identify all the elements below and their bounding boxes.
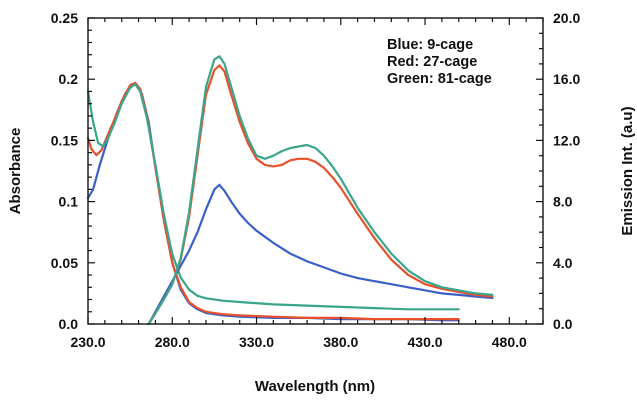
- blue-emission-line: [147, 183, 494, 326]
- green-absorbance-line: [86, 82, 460, 311]
- x-tick-label: 280.0: [155, 334, 190, 350]
- y-left-tick-label: 0.0: [59, 316, 79, 332]
- y-right-tick-label: 4.0: [553, 255, 573, 271]
- x-tick-label: 330.0: [239, 334, 274, 350]
- x-tick-label: 430.0: [408, 334, 443, 350]
- green-emission-line: [147, 55, 494, 326]
- y-right-axis-title: Emission Int. (a.u): [619, 106, 636, 235]
- y-left-axis-title: Absorbance: [7, 128, 24, 215]
- y-left-tick-label: 0.05: [51, 255, 78, 271]
- legend-item-green: Green: 81-cage: [387, 71, 492, 87]
- y-left-tick-label: 0.25: [51, 10, 78, 26]
- y-right-tick-label: 0.0: [553, 316, 573, 332]
- y-left-tick-label: 0.1: [59, 194, 79, 210]
- y-right-tick-label: 12.0: [553, 132, 580, 148]
- y-left-tick-label: 0.2: [59, 71, 79, 87]
- legend-item-blue: Blue: 9-cage: [387, 37, 473, 53]
- legend-item-red: Red: 27-cage: [387, 54, 477, 70]
- y-right-tick-label: 20.0: [553, 10, 580, 26]
- legend: Blue: 9-cage Red: 27-cage Green: 81-cage: [387, 37, 492, 87]
- y-right-tick-label: 8.0: [553, 194, 573, 210]
- x-tick-label: 230.0: [70, 334, 105, 350]
- red-emission-line: [147, 64, 494, 326]
- x-tick-label: 380.0: [323, 334, 358, 350]
- ticks-layer: [87, 17, 544, 325]
- y-left-tick-label: 0.15: [51, 132, 78, 148]
- red-absorbance-line: [86, 81, 460, 321]
- series-layer: [86, 55, 494, 326]
- tick-labels-layer: 230.0 280.0 330.0 380.0 430.0 480.0 0.0 0.05 0.1…: [51, 10, 581, 350]
- x-tick-label: 480.0: [492, 334, 527, 350]
- x-axis-title: Wavelength (nm): [255, 378, 375, 395]
- y-right-tick-label: 16.0: [553, 71, 580, 87]
- blue-absorbance-line: [86, 82, 460, 322]
